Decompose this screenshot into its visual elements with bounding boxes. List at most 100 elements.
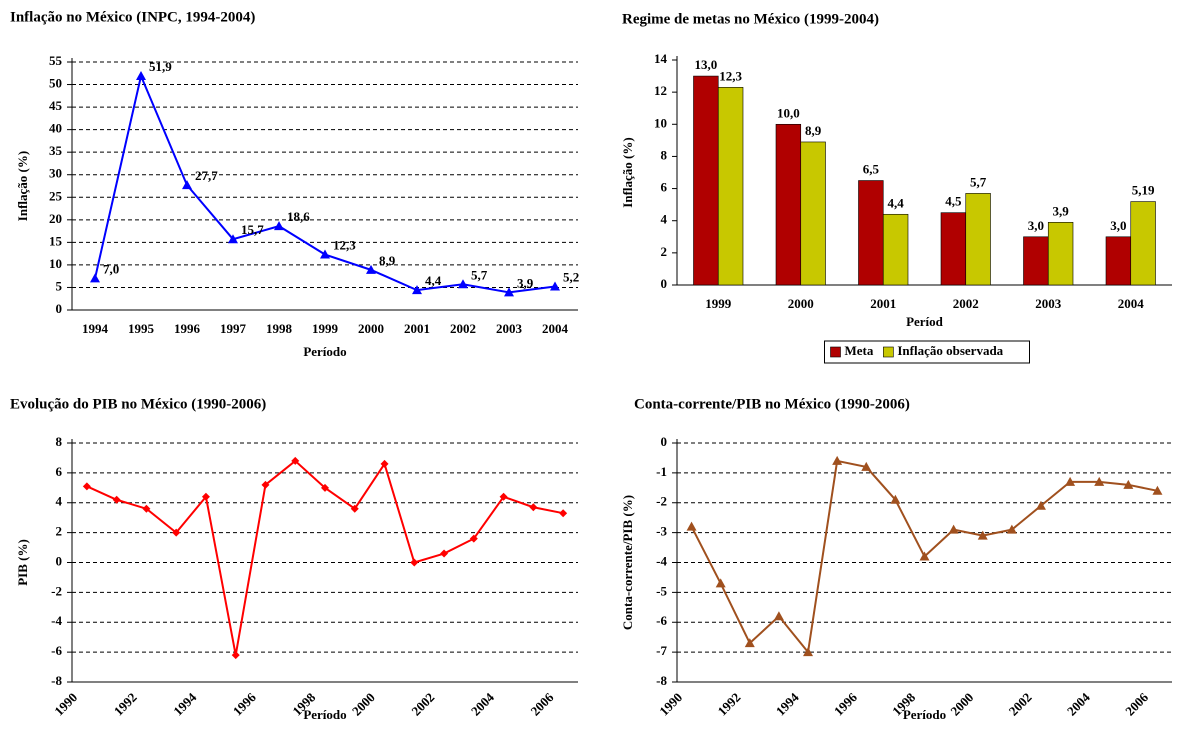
y-tick-label: -7 <box>656 643 667 658</box>
x-tick-label: 2002 <box>1006 690 1035 719</box>
x-tick-label: 1999 <box>705 296 732 311</box>
x-tick-label: 2002 <box>450 321 476 336</box>
x-tick-label: 1990 <box>51 690 80 719</box>
bar <box>693 75 719 286</box>
x-tick-label: 2006 <box>527 689 556 718</box>
point <box>1123 479 1134 489</box>
point <box>231 651 240 660</box>
data-label: 12,3 <box>333 238 356 253</box>
point <box>803 647 814 657</box>
y-tick-label: -6 <box>656 613 667 628</box>
x-axis-title: Período <box>303 707 346 722</box>
data-label: 4,5 <box>945 194 962 209</box>
point <box>410 558 419 567</box>
point <box>90 273 100 283</box>
y-tick-label: 20 <box>49 211 62 226</box>
x-tick-label: 1990 <box>656 690 685 719</box>
chart-title: Inflação no México (INPC, 1994-2004) <box>10 9 255 25</box>
point <box>142 504 151 513</box>
data-label: 3,9 <box>517 275 534 290</box>
point <box>172 528 181 537</box>
point <box>919 551 930 561</box>
y-tick-label: 0 <box>661 276 668 291</box>
y-tick-label: 55 <box>49 53 63 68</box>
point <box>136 70 146 80</box>
legend-label: Meta <box>845 343 874 358</box>
data-label: 8,9 <box>379 253 396 268</box>
legend-label: Inflação observada <box>897 343 1003 358</box>
data-label: 7,0 <box>103 261 119 276</box>
y-tick-label: 50 <box>49 76 62 91</box>
y-tick-label: 14 <box>654 51 668 66</box>
x-tick-label: 2001 <box>870 296 896 311</box>
bar <box>800 141 826 286</box>
y-tick-label: 15 <box>49 233 63 248</box>
data-label: 12,3 <box>719 68 742 83</box>
data-label: 3,9 <box>1053 203 1070 218</box>
x-tick-label: 1999 <box>312 321 339 336</box>
y-tick-label: -5 <box>656 583 667 598</box>
y-tick-label: -6 <box>51 643 62 658</box>
x-tick-label: 1992 <box>714 690 743 719</box>
x-tick-label: 2000 <box>947 690 976 719</box>
point <box>1152 485 1163 495</box>
point <box>861 461 872 471</box>
point <box>529 503 538 512</box>
y-tick-label: 45 <box>49 98 63 113</box>
chart-title: Regime de metas no México (1999-2004) <box>622 11 879 27</box>
y-tick-label: -3 <box>656 524 667 539</box>
point <box>320 249 330 259</box>
point <box>977 530 988 540</box>
y-tick-label: 6 <box>56 464 63 479</box>
x-tick-label: 2003 <box>1035 296 1062 311</box>
y-axis-title: Inflação (%) <box>15 151 30 221</box>
y-tick-label: 5 <box>56 278 63 293</box>
point <box>559 509 568 518</box>
bar <box>965 193 991 286</box>
point <box>1065 476 1076 486</box>
bar <box>1130 201 1156 286</box>
point <box>1094 476 1105 486</box>
point <box>182 180 192 190</box>
bar <box>858 180 884 286</box>
legend-swatch <box>883 346 894 358</box>
point <box>550 281 560 291</box>
point <box>1035 500 1046 510</box>
x-tick-label: 2004 <box>1118 296 1145 311</box>
x-tick-label: 2000 <box>349 690 378 719</box>
data-label: 3,0 <box>1028 218 1044 233</box>
point <box>504 287 514 297</box>
y-axis-title: Conta-corrente/PIB (%) <box>620 495 635 630</box>
y-tick-label: 10 <box>49 256 62 271</box>
x-tick-label: 2001 <box>404 321 430 336</box>
bar <box>1105 236 1132 286</box>
point <box>291 456 300 465</box>
bar <box>1023 236 1049 286</box>
y-tick-label: -4 <box>51 613 62 628</box>
y-tick-label: 4 <box>661 212 668 227</box>
y-tick-label: 35 <box>49 143 63 158</box>
point <box>412 285 422 295</box>
data-label: 13,0 <box>695 57 718 72</box>
y-tick-label: 0 <box>56 301 63 316</box>
point <box>499 492 508 501</box>
data-label: 4,4 <box>425 273 442 288</box>
bar <box>775 123 802 286</box>
y-tick-label: -2 <box>656 494 667 509</box>
x-tick-label: 1996 <box>230 689 259 718</box>
data-label: 8,9 <box>805 123 822 138</box>
point <box>274 221 284 231</box>
point <box>469 534 478 543</box>
x-tick-label: 1995 <box>128 321 155 336</box>
point <box>832 455 843 465</box>
point <box>890 494 901 504</box>
x-tick-label: 2000 <box>358 321 384 336</box>
x-tick-label: 1992 <box>111 690 140 719</box>
point <box>380 459 389 468</box>
bar <box>1047 222 1074 286</box>
x-tick-label: 1998 <box>266 321 293 336</box>
legend-box <box>824 340 1030 364</box>
point <box>1006 524 1017 534</box>
point <box>715 578 726 588</box>
x-tick-label: 2000 <box>788 296 814 311</box>
